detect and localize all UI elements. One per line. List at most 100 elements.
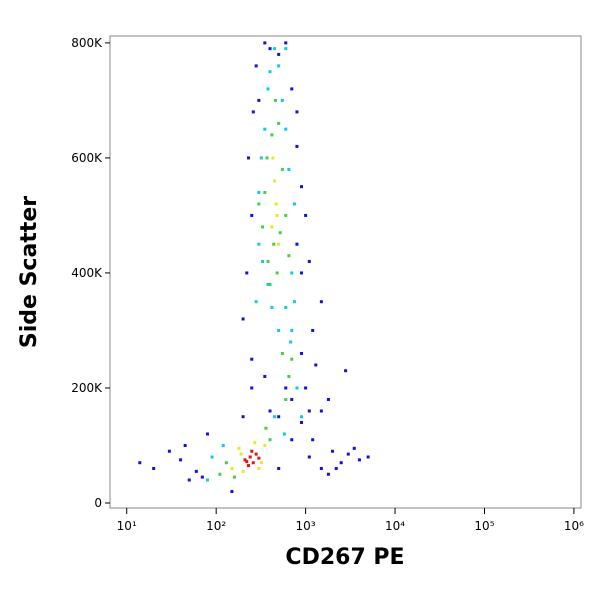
event-dot <box>257 190 261 194</box>
event-dot <box>247 156 251 160</box>
event-dot <box>326 472 330 476</box>
event-dot <box>266 282 270 286</box>
event-dot <box>319 466 323 470</box>
event-dot <box>243 458 247 462</box>
event-dot <box>282 432 286 436</box>
event-dot <box>138 461 142 465</box>
event-dot <box>280 167 284 171</box>
event-dot <box>284 386 288 390</box>
event-dot <box>319 409 323 413</box>
event-dot <box>326 397 330 401</box>
event-dot <box>263 41 267 45</box>
event-dot <box>366 455 370 459</box>
event-dot <box>280 351 284 355</box>
event-dot <box>273 179 277 183</box>
event-dot <box>307 409 311 413</box>
event-dot <box>254 452 258 456</box>
event-dot <box>183 443 187 447</box>
event-dot <box>295 144 299 148</box>
event-dot <box>250 386 254 390</box>
event-dot <box>273 415 277 419</box>
event-dot <box>268 70 272 74</box>
event-dot <box>284 305 288 309</box>
x-tick-label: 10² <box>206 519 226 533</box>
event-dot <box>268 409 272 413</box>
event-dot <box>273 47 277 51</box>
event-dot <box>152 466 156 470</box>
event-dot <box>167 449 171 453</box>
event-dot <box>300 415 304 419</box>
event-dot <box>284 127 288 131</box>
event-dot <box>272 242 276 246</box>
event-dot <box>275 271 279 275</box>
event-dot <box>270 133 274 137</box>
x-tick-label: 10¹ <box>117 519 137 533</box>
y-tick-label: 800K <box>71 36 103 50</box>
event-dot <box>290 271 294 275</box>
event-dot <box>239 452 243 456</box>
event-dot <box>179 458 183 462</box>
event-dot <box>300 271 304 275</box>
event-dot <box>284 213 288 217</box>
event-dot <box>266 87 270 91</box>
event-dot <box>257 466 261 470</box>
event-dot <box>304 213 308 217</box>
event-dot <box>221 443 225 447</box>
event-dot <box>287 254 291 258</box>
event-dot <box>307 259 311 263</box>
event-dot <box>290 328 294 332</box>
event-dot <box>273 98 277 102</box>
event-dot <box>250 357 254 361</box>
event-dot <box>311 328 315 332</box>
event-dot <box>274 202 278 206</box>
event-dot <box>263 127 267 131</box>
event-dot <box>250 213 254 217</box>
x-tick-label: 10⁶ <box>564 519 584 533</box>
event-dot <box>268 438 272 442</box>
event-dot <box>352 446 356 450</box>
event-dot <box>346 452 350 456</box>
event-dot <box>277 64 281 68</box>
event-dot <box>275 213 279 217</box>
event-dot <box>277 52 281 56</box>
event-dot <box>270 225 274 229</box>
event-dot <box>259 156 263 160</box>
event-dot <box>344 369 348 373</box>
event-dot <box>268 282 272 286</box>
event-dot <box>290 87 294 91</box>
event-dot <box>264 426 268 430</box>
event-dot <box>250 449 254 453</box>
event-dot <box>277 328 281 332</box>
event-dot <box>263 443 267 447</box>
event-dot <box>357 458 361 462</box>
event-dot <box>257 456 261 460</box>
event-dot <box>237 446 241 450</box>
event-dot <box>295 242 299 246</box>
event-dot <box>241 317 245 321</box>
event-dot <box>289 340 293 344</box>
event-dot <box>280 98 284 102</box>
event-dot <box>248 455 252 459</box>
x-axis-title: CD267 PE <box>285 545 404 570</box>
event-dot <box>245 460 249 464</box>
event-dot <box>253 441 257 445</box>
event-dot <box>284 41 288 45</box>
event-dot <box>187 478 191 482</box>
event-dot <box>263 190 267 194</box>
event-dot <box>277 242 281 246</box>
event-dot <box>290 438 294 442</box>
event-dot <box>277 415 281 419</box>
event-dot <box>300 420 304 424</box>
event-dot <box>290 397 294 401</box>
event-dot <box>261 259 265 263</box>
event-dot <box>241 469 245 473</box>
event-dot <box>292 300 296 304</box>
event-dot <box>277 121 281 125</box>
event-dot <box>200 475 204 479</box>
event-dot <box>206 478 210 482</box>
event-dot <box>251 110 255 114</box>
event-dot <box>295 386 299 390</box>
x-tick-label: 10⁵ <box>474 519 494 533</box>
event-dot <box>334 466 338 470</box>
